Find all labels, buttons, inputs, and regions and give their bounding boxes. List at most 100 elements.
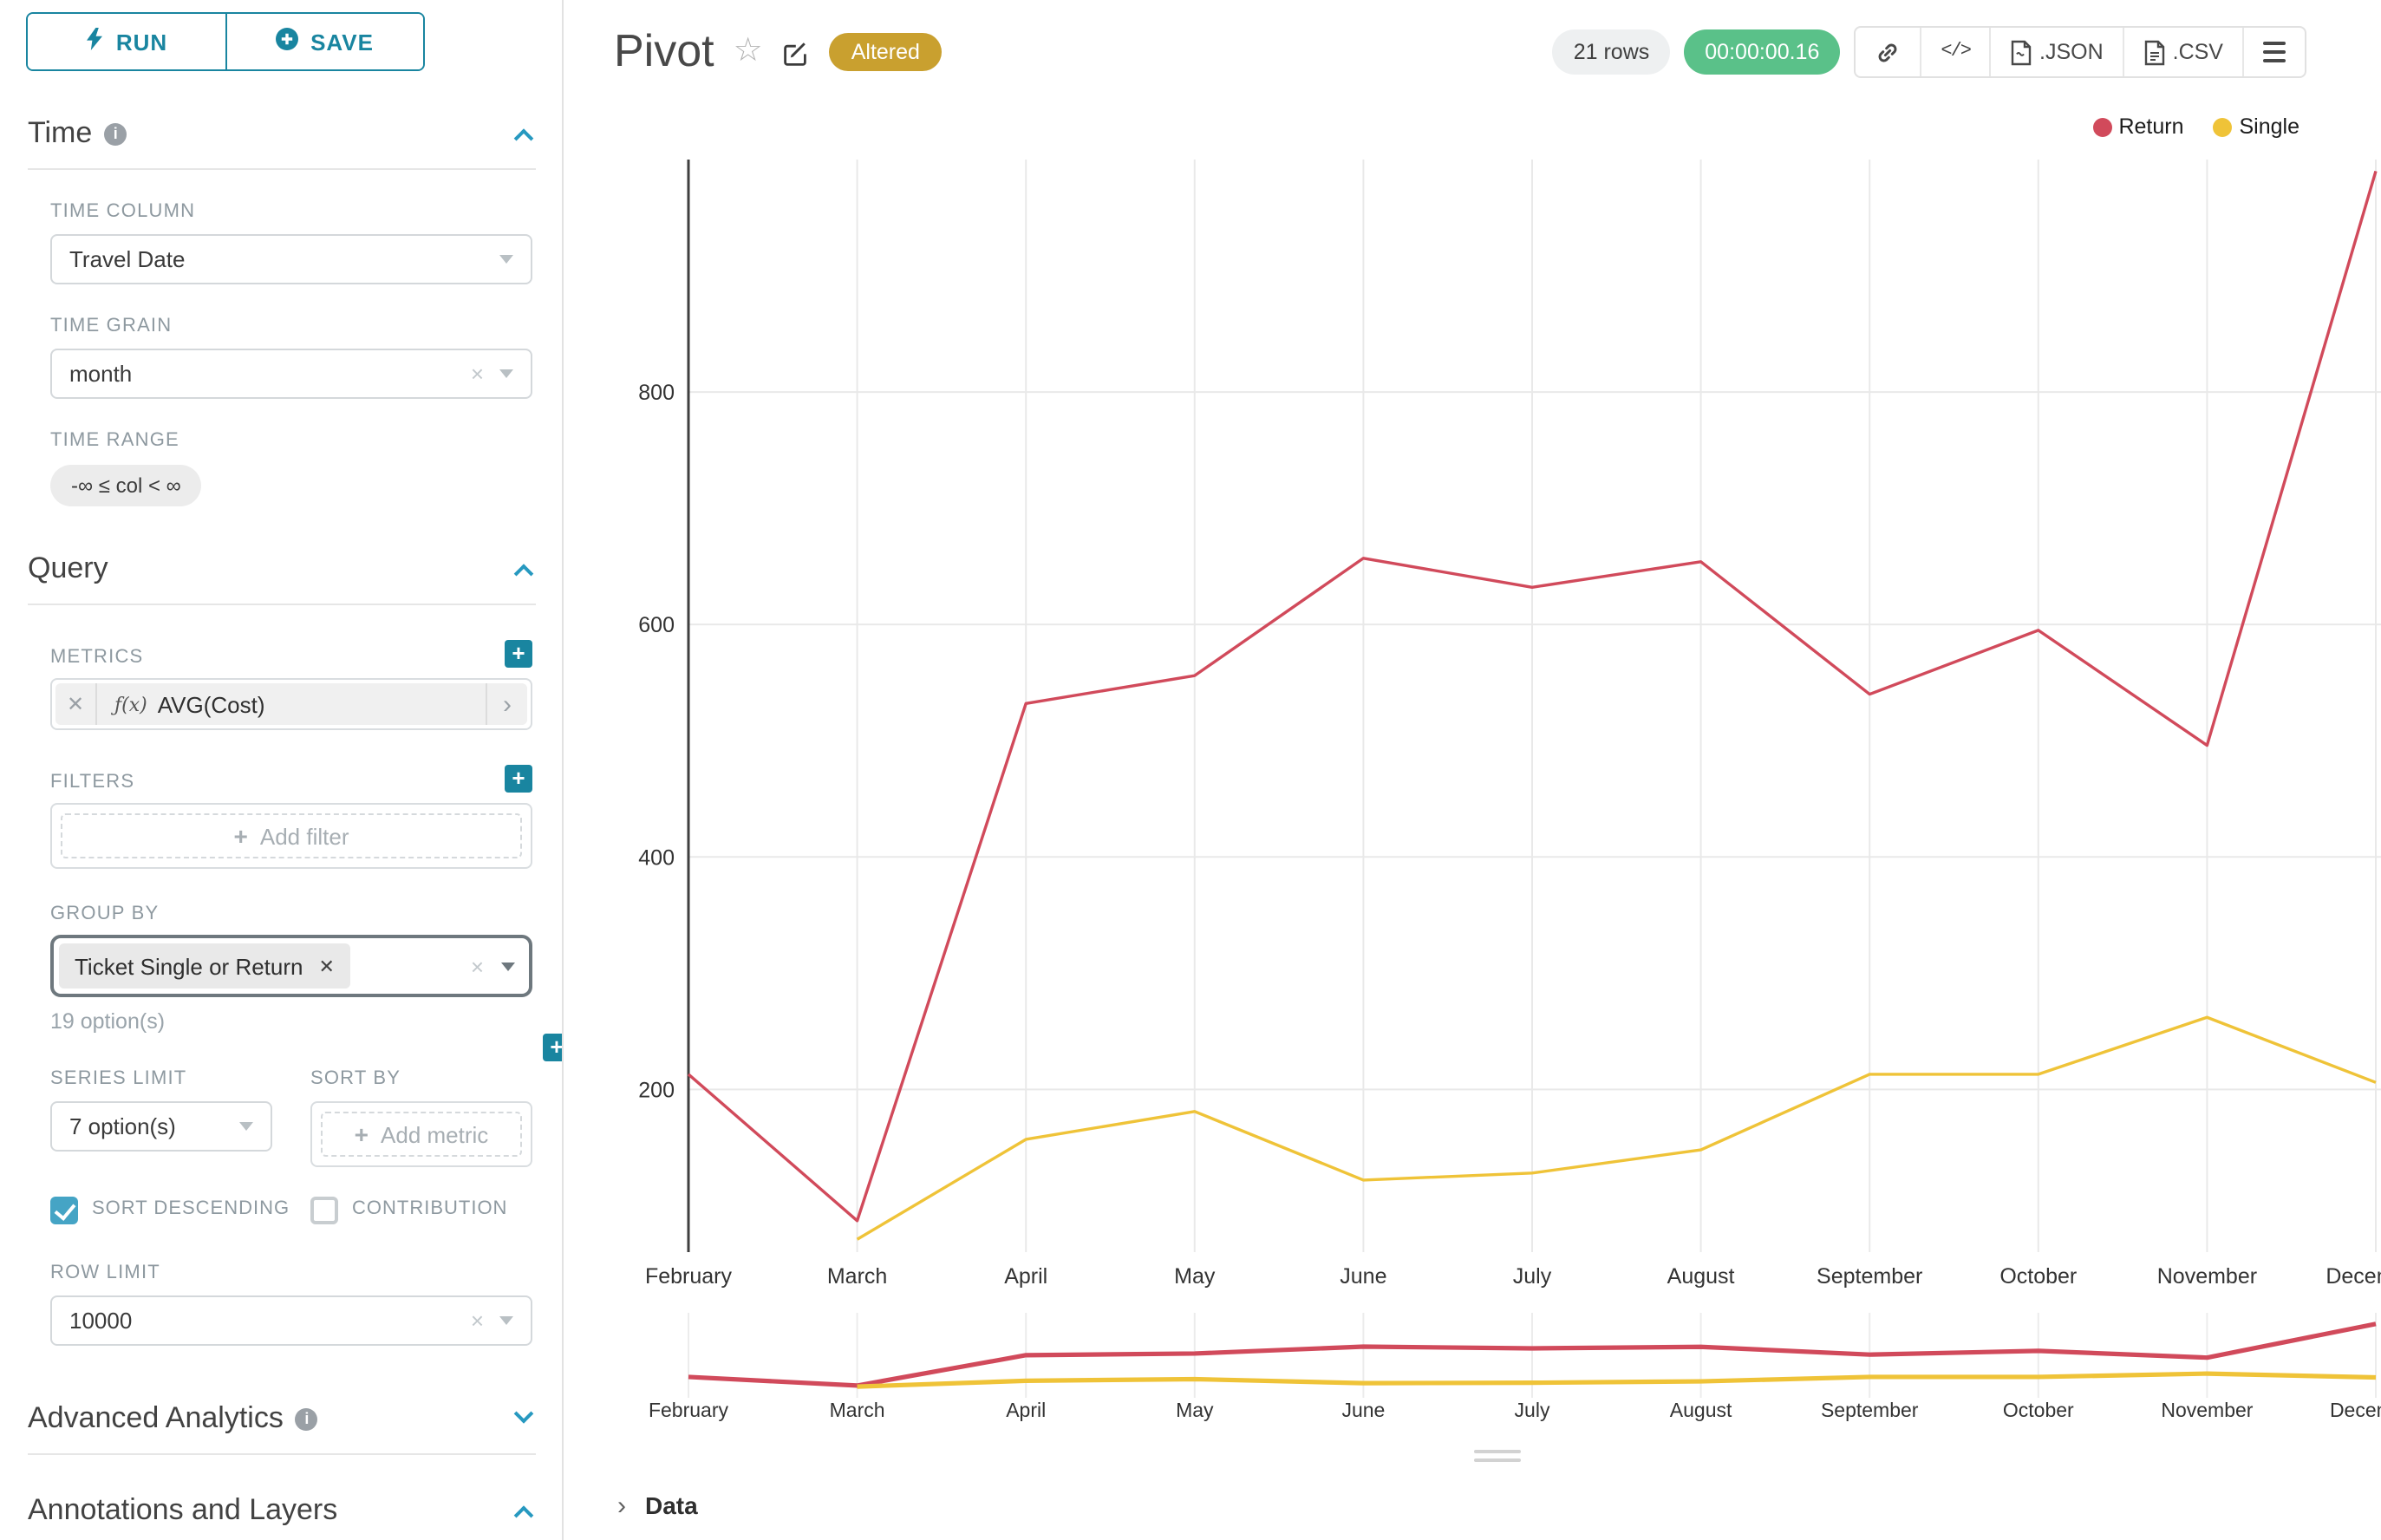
- query-timer-badge: 00:00:00.16: [1684, 29, 1841, 75]
- svg-text:December: December: [2326, 1264, 2381, 1289]
- divider: [28, 604, 536, 605]
- clear-icon[interactable]: ×: [470, 1308, 484, 1334]
- chevron-down-icon: [499, 1316, 513, 1326]
- info-icon: i: [104, 122, 127, 145]
- svg-text:May: May: [1174, 1264, 1216, 1289]
- chevron-right-icon: ›: [617, 1491, 626, 1520]
- row-count-badge: 21 rows: [1552, 29, 1671, 75]
- save-button[interactable]: SAVE: [226, 14, 423, 69]
- line-chart[interactable]: 200 400 600 800 February February March March Ap…: [565, 0, 2381, 1540]
- svg-text:October: October: [2003, 1399, 2074, 1421]
- chart-header: Pivot ☆ Altered: [614, 24, 943, 78]
- add-filter-label: Add filter: [259, 823, 349, 849]
- run-button[interactable]: RUN: [28, 14, 226, 69]
- sort-descending-checkbox[interactable]: [50, 1197, 78, 1224]
- annotations-section-header[interactable]: Annotations and Layers: [28, 1493, 534, 1528]
- time-range-label: TIME RANGE: [50, 430, 179, 451]
- legend-item-return[interactable]: Return: [2092, 114, 2184, 139]
- export-csv-button[interactable]: .CSV: [2122, 28, 2242, 76]
- contribution-label: CONTRIBUTION: [352, 1198, 508, 1219]
- add-sort-metric-plus-button[interactable]: +: [543, 1034, 562, 1061]
- svg-text:November: November: [2157, 1264, 2257, 1289]
- altered-badge[interactable]: Altered: [828, 32, 943, 70]
- clear-icon[interactable]: ×: [470, 361, 484, 387]
- chart-title: Pivot: [614, 24, 714, 76]
- chevron-down-icon[interactable]: [513, 1404, 534, 1424]
- svg-text:400: 400: [638, 845, 675, 870]
- divider: [28, 1453, 536, 1456]
- time-grain-select[interactable]: month ×: [50, 349, 532, 399]
- series-limit-select[interactable]: 7 option(s): [50, 1101, 272, 1152]
- share-link-button[interactable]: [1856, 28, 1920, 76]
- group-by-select[interactable]: Ticket Single or Return ✕ ×: [50, 935, 532, 997]
- resize-grip[interactable]: [1474, 1450, 1521, 1467]
- mini-series-line-return: [688, 1321, 2377, 1388]
- export-json-button[interactable]: .JSON: [1989, 28, 2123, 76]
- run-button-label: RUN: [115, 29, 168, 55]
- chevron-down-icon: [239, 1122, 253, 1131]
- sort-descending-label: SORT DESCENDING: [92, 1198, 290, 1219]
- data-section-label: Data: [645, 1491, 698, 1519]
- code-icon: </>: [1941, 42, 1972, 62]
- control-panel-sidebar: RUN SAVE Time i TIME COLUMN Travel Date …: [0, 0, 564, 1540]
- time-section-header[interactable]: Time i: [28, 116, 534, 151]
- chevron-up-icon[interactable]: [513, 128, 534, 148]
- contribution-checkbox[interactable]: [310, 1197, 338, 1224]
- legend-item-single[interactable]: Single: [2213, 114, 2299, 139]
- advanced-analytics-title: Advanced Analytics: [28, 1401, 284, 1435]
- series-line-return[interactable]: [687, 170, 2378, 1223]
- time-range-pill[interactable]: -∞ ≤ col < ∞: [50, 465, 202, 506]
- remove-metric-icon[interactable]: ✕: [55, 683, 97, 725]
- sort-descending-option: SORT DESCENDING: [50, 1195, 310, 1224]
- query-section-title: Query: [28, 551, 108, 584]
- group-by-tag-label: Ticket Single or Return: [75, 953, 303, 979]
- annotations-title: Annotations and Layers: [28, 1493, 338, 1527]
- series-line-single[interactable]: [856, 1015, 2377, 1241]
- plus-icon: +: [233, 822, 248, 850]
- advanced-analytics-section-header[interactable]: Advanced Analytics i: [28, 1401, 534, 1436]
- menu-button[interactable]: [2242, 28, 2305, 76]
- row-limit-label: ROW LIMIT: [50, 1263, 160, 1284]
- favorite-star-icon[interactable]: ☆: [733, 33, 763, 69]
- time-column-value: Travel Date: [69, 246, 186, 272]
- chevron-up-icon[interactable]: [513, 1505, 534, 1526]
- save-button-label: SAVE: [310, 29, 374, 55]
- run-save-button-group: RUN SAVE: [26, 12, 425, 71]
- chart-panel: 200 400 600 800 February February March March Ap…: [565, 0, 2381, 1540]
- metrics-label: METRICS: [50, 647, 144, 668]
- metric-pill[interactable]: ✕ ƒ(x) AVG(Cost) ›: [55, 683, 527, 725]
- query-section-header[interactable]: Query: [28, 551, 534, 586]
- row-limit-select[interactable]: 10000 ×: [50, 1295, 532, 1347]
- chevron-down-icon: [499, 369, 513, 378]
- svg-text:200: 200: [638, 1078, 675, 1102]
- export-toolbar: </> .JSON .CSV: [1854, 26, 2306, 78]
- add-metric-plus-button[interactable]: +: [505, 640, 532, 668]
- metrics-control: ✕ ƒ(x) AVG(Cost) ›: [50, 678, 532, 730]
- add-filter-plus-button[interactable]: +: [505, 765, 532, 793]
- data-section-toggle[interactable]: › Data: [617, 1491, 698, 1519]
- svg-text:March: March: [827, 1264, 887, 1289]
- view-query-button[interactable]: </>: [1920, 28, 1989, 76]
- legend-dot: [2213, 117, 2233, 136]
- add-sort-metric-button[interactable]: + Add metric: [321, 1112, 522, 1157]
- svg-text:800: 800: [638, 381, 675, 405]
- series-limit-value: 7 option(s): [69, 1113, 176, 1139]
- group-by-options-hint: 19 option(s): [50, 1009, 166, 1034]
- svg-text:February: February: [649, 1399, 729, 1421]
- sort-by-label: SORT BY: [310, 1068, 401, 1089]
- add-filter-button[interactable]: + Add filter: [61, 813, 522, 858]
- plus-circle-icon: [276, 28, 299, 55]
- remove-tag-icon[interactable]: ✕: [318, 956, 335, 977]
- hamburger-menu-icon: [2263, 41, 2286, 63]
- fx-icon: ƒ(x): [114, 693, 147, 715]
- svg-text:July: July: [1515, 1399, 1550, 1421]
- chevron-down-icon: [501, 962, 515, 970]
- clear-icon[interactable]: ×: [470, 953, 484, 979]
- expand-metric-icon[interactable]: ›: [486, 683, 527, 725]
- chevron-up-icon[interactable]: [513, 564, 534, 584]
- csv-label: .CSV: [2172, 40, 2223, 64]
- time-column-select[interactable]: Travel Date: [50, 234, 532, 284]
- divider: [28, 168, 536, 170]
- edit-properties-icon[interactable]: [782, 39, 810, 67]
- plus-icon: +: [354, 1120, 369, 1148]
